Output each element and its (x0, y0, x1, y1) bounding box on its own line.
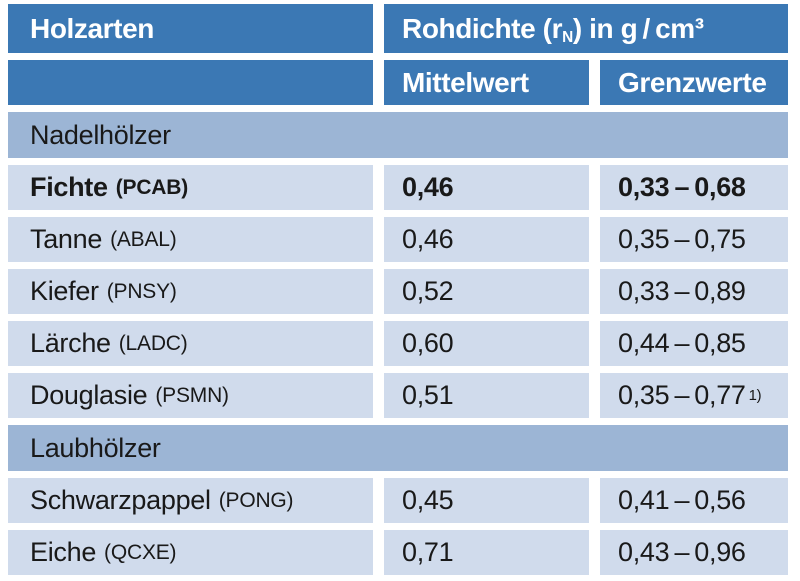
header-row-2: Mittelwert Grenzwerte (8, 60, 788, 105)
table-row-fichte: Fichte (PCAB) 0,46 0,33 – 0,68 (8, 165, 788, 210)
species-name: Schwarzpappel (30, 485, 211, 515)
species-name: Tanne (30, 224, 103, 254)
species-cell: Fichte (PCAB) (8, 165, 373, 210)
grenzwerte-value: 0,35 – 0,77 (618, 380, 746, 410)
header-row-1: Holzarten Rohdichte (rN) in g / cm³ (8, 4, 788, 53)
mittelwert-cell: 0,52 (384, 269, 589, 314)
table-row-laerche: Lärche (LADC) 0,60 0,44 – 0,85 (8, 321, 788, 366)
species-cell: Schwarzpappel (PONG) (8, 478, 373, 523)
grenzwerte-value: 0,33 – 0,89 (618, 276, 746, 306)
species-code: (PONG) (218, 488, 294, 512)
table-row-kiefer: Kiefer (PNSY) 0,52 0,33 – 0,89 (8, 269, 788, 314)
species-name: Kiefer (30, 276, 99, 306)
table-row-schwarzpappel: Schwarzpappel (PONG) 0,45 0,41 – 0,56 (8, 478, 788, 523)
species-cell: Lärche (LADC) (8, 321, 373, 366)
species-name: Lärche (30, 328, 111, 358)
mittelwert-cell: 0,46 (384, 165, 589, 210)
section-row-laubhoelzer: Laubhölzer (8, 425, 788, 471)
grenzwerte-cell: 0,43 – 0,96 (600, 530, 788, 575)
mittelwert-cell: 0,45 (384, 478, 589, 523)
grenzwerte-cell: 0,33 – 0,89 (600, 269, 788, 314)
mittelwert-cell: 0,51 (384, 373, 589, 418)
header-mittelwert: Mittelwert (384, 60, 589, 105)
grenzwerte-cell: 0,44 – 0,85 (600, 321, 788, 366)
table-row-tanne: Tanne (ABAL) 0,46 0,35 – 0,75 (8, 217, 788, 262)
species-name: Douglasie (30, 380, 148, 410)
subscript-n: N (562, 28, 573, 46)
header-empty-cell (8, 60, 373, 105)
grenzwerte-value: 0,41 – 0,56 (618, 485, 746, 515)
grenzwerte-value: 0,33 – 0,68 (618, 172, 746, 202)
mittelwert-cell: 0,71 (384, 530, 589, 575)
header-grenzwerte: Grenzwerte (600, 60, 788, 105)
species-cell: Douglasie (PSMN) (8, 373, 373, 418)
species-code: (PNSY) (106, 279, 177, 303)
grenzwerte-cell: 0,35 – 0,77 1) (600, 373, 788, 418)
table-row-douglasie: Douglasie (PSMN) 0,51 0,35 – 0,77 1) (8, 373, 788, 418)
grenzwerte-value: 0,44 – 0,85 (618, 328, 746, 358)
species-code: (PSMN) (155, 383, 229, 407)
section-label: Laubhölzer (8, 425, 788, 471)
mittelwert-cell: 0,46 (384, 217, 589, 262)
species-cell: Kiefer (PNSY) (8, 269, 373, 314)
species-cell: Eiche (QCXE) (8, 530, 373, 575)
species-name: Fichte (30, 172, 108, 202)
grenzwerte-cell: 0,33 – 0,68 (600, 165, 788, 210)
species-name: Eiche (30, 537, 97, 567)
table-row-eiche: Eiche (QCXE) 0,71 0,43 – 0,96 (8, 530, 788, 575)
section-label: Nadelhölzer (8, 112, 788, 158)
species-code: (LADC) (118, 331, 188, 355)
section-row-nadelhoelzer: Nadelhölzer (8, 112, 788, 158)
species-code: (QCXE) (104, 540, 177, 564)
grenzwerte-cell: 0,35 – 0,75 (600, 217, 788, 262)
grenzwerte-value: 0,35 – 0,75 (618, 224, 746, 254)
header-holzarten-label: Holzarten (30, 12, 154, 44)
header-holzarten: Holzarten (8, 4, 373, 53)
species-cell: Tanne (ABAL) (8, 217, 373, 262)
species-code: (PCAB) (115, 175, 189, 199)
species-code: (ABAL) (110, 227, 177, 251)
grenzwerte-value: 0,43 – 0,96 (618, 537, 746, 567)
header-rohdichte-label: Rohdichte (rN) in g / cm³ (402, 12, 704, 46)
header-rohdichte: Rohdichte (rN) in g / cm³ (384, 4, 788, 53)
mittelwert-cell: 0,60 (384, 321, 589, 366)
grenzwerte-cell: 0,41 – 0,56 (600, 478, 788, 523)
